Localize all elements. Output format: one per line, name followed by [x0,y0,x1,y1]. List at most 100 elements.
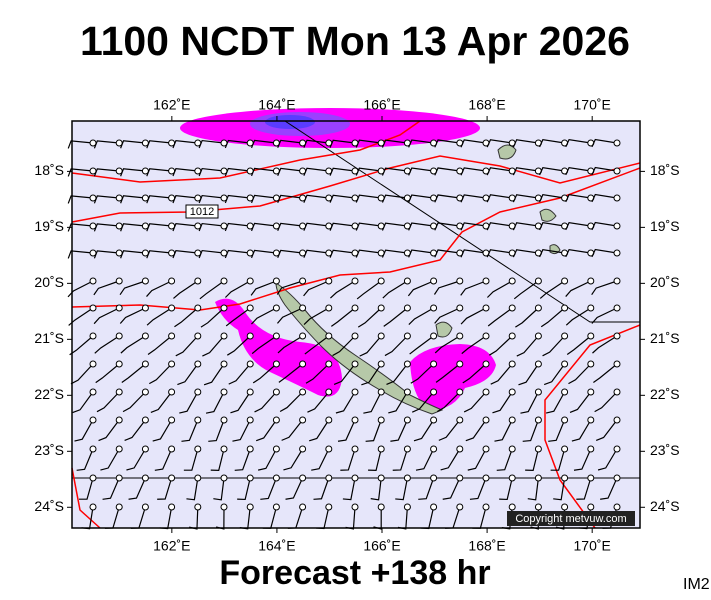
wind-barb [67,223,94,232]
station [168,416,176,424]
station [194,332,202,340]
lat-tick-label: 18˚S [34,162,64,178]
station [377,388,385,396]
wind-barb [357,307,382,328]
wind-barb [119,280,146,296]
station [299,332,307,340]
wind-barb [329,167,356,176]
station [351,277,359,285]
station [456,474,464,482]
wind-barb [224,194,251,204]
wind-barb [569,391,592,414]
wind-barb [147,335,172,356]
lon-tick-label: 164˚E [258,538,295,554]
island [435,321,453,338]
wind-barb [303,307,330,326]
wind-barb [548,419,566,442]
wind-barb [254,391,277,413]
wind-barb [250,139,277,149]
wind-barb [566,335,592,356]
wind-barb [342,477,356,501]
wind-barb [285,477,304,500]
wind-barb [565,280,592,297]
station [272,445,280,453]
wind-barb [198,249,225,259]
wind-barb [550,448,566,471]
station [482,416,490,424]
wind-barb [465,419,487,442]
wind-barb [593,363,618,383]
station [534,360,542,368]
wind-barb [303,280,330,297]
station [482,277,490,285]
station [456,360,464,368]
station [168,277,176,285]
wind-barb [205,391,225,414]
station [272,416,280,424]
wind-barb [460,222,487,231]
station [377,360,385,368]
station [168,304,176,312]
wind-barb [460,249,487,258]
island [497,144,517,160]
wind-barb [545,391,566,414]
wind-barb [434,307,461,324]
wind-barb [499,477,513,501]
wind-barb [460,167,487,176]
wind-barb [93,307,120,325]
station [194,416,202,424]
wind-barb [148,363,173,385]
station [299,474,307,482]
wind-barb [496,448,513,471]
wind-barb [434,167,460,176]
wind-barb [408,307,434,326]
wind-barb [120,223,146,232]
wind-barb [122,391,146,413]
wind-barb [179,391,199,414]
wind-barb [121,363,146,383]
station [141,474,149,482]
station [430,332,438,340]
lat-tick-label: 20˚S [34,274,64,290]
wind-barb [330,307,356,327]
wind-barb [487,307,513,327]
wind-barb [258,448,277,471]
wind-barb [381,249,408,258]
wind-barb [463,391,487,413]
isobars [71,120,641,529]
wind-barb [277,167,303,177]
wind-barb [277,194,303,204]
wind-barb [146,250,172,259]
wind-barb [413,419,435,442]
wind-barb [120,250,146,259]
wind-barb [440,448,461,471]
station [351,332,359,340]
lat-tick-label: 18˚S [650,162,680,178]
station [115,277,123,285]
wind-barb [283,448,304,471]
axis-ticks: 162˚E 162˚E 164˚E 164˚E 166˚E 166˚E 168˚E 168˚E… [34,97,679,554]
station [613,139,621,147]
wind-barb [277,222,303,232]
station [272,474,280,482]
station [456,416,464,424]
station [325,304,333,312]
wind-barb [591,248,618,258]
station [534,503,542,511]
lat-tick-label: 23˚S [34,442,64,458]
wind-barb [381,167,408,176]
station [246,474,254,482]
station [403,388,411,396]
wind-barb [311,448,330,471]
wind-barb [224,139,251,149]
wind-barb [539,194,565,203]
station [482,474,490,482]
wind-barb [146,223,172,232]
wind-barb [255,419,277,442]
station [430,360,438,368]
station [403,304,411,312]
wind-barb [234,448,251,471]
station [403,445,411,453]
lat-tick-label: 23˚S [650,442,680,458]
wind-barb [200,307,225,328]
